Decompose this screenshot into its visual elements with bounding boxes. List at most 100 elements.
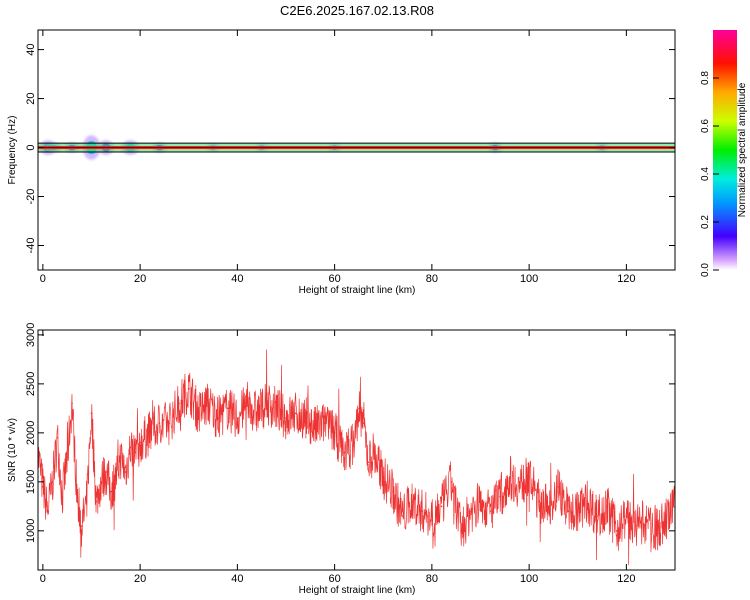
spectrogram-y-tick-label-3: 20 (25, 92, 37, 104)
snr-point-34 (265, 402, 268, 405)
snr-point-45 (362, 422, 365, 424)
snr-point-58 (479, 500, 482, 503)
snr-point-22 (149, 432, 151, 434)
snr-point-30 (226, 407, 229, 410)
snr-x-tick-label-0: 0 (40, 573, 46, 585)
snr-point-66 (557, 485, 560, 488)
spectrogram-y-tick-label-0: -40 (25, 238, 37, 254)
snr-point-47 (372, 451, 375, 454)
colorbar-tick-label-2: 0.4 (700, 167, 711, 181)
snr-point-70 (596, 515, 598, 517)
snr-point-72 (615, 530, 618, 532)
spectrogram-y-axis: -40 -20 0 20 40 (25, 43, 675, 253)
snr-point-59 (489, 510, 492, 513)
snr-point-36 (285, 417, 287, 419)
snr-point-49 (392, 490, 394, 493)
snr-point-32 (246, 402, 248, 405)
snr-point-63 (528, 476, 530, 478)
snr-point-76 (654, 530, 657, 532)
snr-point-31 (236, 417, 239, 419)
snr-point-73 (625, 515, 628, 517)
snr-point-54 (440, 505, 443, 508)
snr-point-51 (411, 500, 414, 503)
snr-point-24 (168, 422, 171, 424)
snr-point-6 (66, 456, 68, 459)
spectrogram-x-tick-label-1: 20 (134, 273, 146, 285)
snr-point-44 (358, 407, 360, 410)
snr-point-13 (100, 481, 103, 483)
snr-point-25 (178, 402, 180, 405)
snr-x-axis-label: Height of straight line (km) (299, 585, 416, 596)
snr-y-tick-label-0: 1000 (25, 519, 37, 543)
snr-point-68 (576, 510, 579, 513)
spectrogram-x-tick-label-3: 60 (328, 273, 340, 285)
snr-point-42 (343, 451, 346, 454)
snr-point-55 (450, 481, 453, 483)
snr-point-4 (56, 436, 59, 439)
snr-y-tick-label-3: 2500 (25, 372, 37, 396)
snr-point-53 (431, 515, 433, 517)
snr-y-tick-label-2: 2000 (25, 421, 37, 445)
snr-panel: 0 20 40 60 80 100 120 1000 1500 2000 2500 3000 Hei… (7, 323, 676, 596)
snr-point-40 (324, 422, 326, 424)
snr-point-12 (95, 500, 98, 503)
snr-x-tick-label-4: 80 (426, 573, 438, 585)
snr-point-9 (80, 525, 83, 527)
snr-point-77 (664, 520, 667, 522)
snr-series-line (38, 349, 675, 565)
snr-point-62 (518, 485, 521, 488)
spectrogram-plot-area (37, 29, 676, 271)
snr-point-29 (217, 417, 219, 419)
spectrogram-y-tick-label-2: 0 (25, 144, 37, 150)
colorbar-ticks: 0.0 0.2 0.4 0.6 0.8 (700, 71, 719, 277)
snr-point-50 (401, 515, 404, 517)
snr-point-33 (256, 412, 258, 415)
snr-point-43 (353, 441, 355, 444)
snr-point-8 (76, 490, 78, 493)
snr-x-axis: 0 20 40 60 80 100 120 (40, 330, 636, 585)
snr-point-20 (134, 451, 137, 454)
snr-point-1 (42, 485, 44, 488)
snr-point-28 (207, 402, 209, 405)
snr-point-67 (567, 510, 569, 513)
spectrogram-x-tick-label-6: 120 (617, 273, 635, 285)
snr-point-27 (197, 412, 200, 415)
snr-point-38 (304, 417, 307, 419)
spectrogram-y-axis-label: Frequency (Hz) (7, 116, 18, 185)
colorbar-tick-label-0: 0.0 (700, 263, 711, 277)
snr-point-41 (333, 432, 336, 434)
colorbar-label: Normalized spectral amplitude (737, 82, 748, 217)
spectrogram-y-tick-label-1: -20 (25, 189, 37, 205)
snr-point-71 (606, 505, 608, 508)
snr-point-35 (275, 407, 278, 410)
spectrogram-x-axis-label: Height of straight line (km) (299, 285, 416, 296)
snr-x-tick-label-1: 20 (134, 573, 146, 585)
snr-point-69 (586, 500, 589, 503)
colorbar-tick-label-4: 0.8 (700, 71, 711, 85)
snr-point-10 (85, 500, 88, 503)
snr-point-65 (547, 505, 550, 508)
snr-y-axis-label: SNR (10 * v/v) (7, 418, 18, 482)
spectrogram-x-tick-label-5: 100 (520, 273, 538, 285)
snr-point-19 (129, 446, 132, 449)
snr-point-64 (538, 500, 540, 503)
snr-point-37 (294, 412, 297, 415)
snr-x-tick-label-5: 100 (520, 573, 538, 585)
spectrogram-frame (37, 29, 676, 271)
snr-y-tick-label-4: 3000 (25, 323, 37, 347)
snr-point-39 (314, 427, 316, 429)
snr-point-48 (382, 476, 385, 478)
snr-point-17 (119, 456, 122, 459)
colorbar-tick-label-3: 0.6 (700, 119, 711, 133)
colorbar-tick-label-1: 0.2 (700, 215, 711, 229)
figure-title: C2E6.2025.167.02.13.R08 (280, 3, 434, 18)
snr-point-18 (124, 471, 127, 473)
snr-point-3 (51, 481, 54, 483)
snr-point-52 (421, 510, 423, 513)
snr-point-11 (90, 412, 93, 415)
snr-point-74 (635, 525, 637, 527)
snr-frame (37, 329, 676, 571)
snr-x-tick-label-3: 60 (328, 573, 340, 585)
snr-point-16 (115, 476, 117, 478)
